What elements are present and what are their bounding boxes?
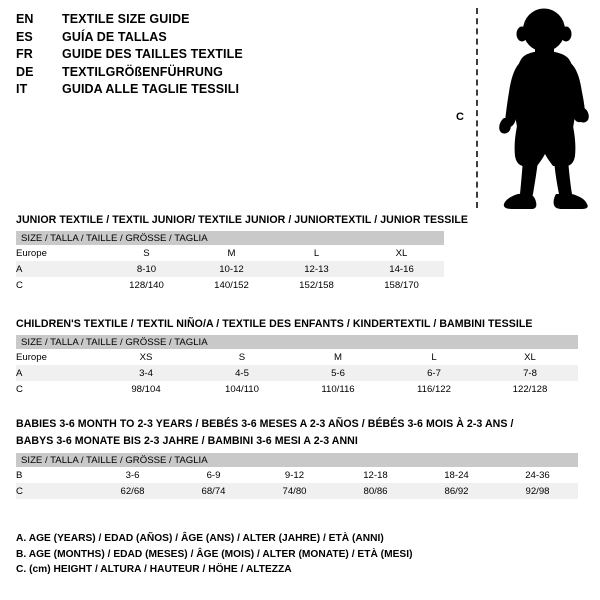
language-row-fr: FR GUIDE DES TAILLES TEXTILE: [16, 47, 416, 65]
table-cell: 9-12: [254, 467, 335, 483]
section-babies-textile: BABIES 3-6 MONTH TO 2-3 YEARS / BEBÉS 3-…: [16, 418, 578, 499]
section-title-babies-line2: BABYS 3-6 MONATE BIS 2-3 JAHRE / BAMBINI…: [16, 435, 358, 447]
height-dashed-line: [476, 8, 478, 208]
table-row: Europe XS S M L XL: [16, 349, 578, 365]
table-cell: 6-9: [173, 467, 254, 483]
language-row-it: IT GUIDA ALLE TAGLIE TESSILI: [16, 82, 416, 100]
row-label: C: [16, 483, 92, 499]
table-cell: 122/128: [482, 381, 578, 397]
language-title-block: EN TEXTILE SIZE GUIDE ES GUÍA DE TALLAS …: [16, 12, 416, 100]
table-cell: 3-6: [92, 467, 173, 483]
table-cell: 4-5: [194, 365, 290, 381]
table-band-row: SIZE / TALLA / TAILLE / GRÖSSE / TAGLIA: [16, 335, 578, 349]
language-title-es: GUÍA DE TALLAS: [62, 29, 167, 44]
legend-line-b: B. AGE (MONTHS) / EDAD (MESES) / ÂGE (MO…: [16, 548, 413, 560]
language-code-it: IT: [16, 82, 28, 96]
table-cell: 98/104: [98, 381, 194, 397]
table-row: A 8-10 10-12 12-13 14-16: [16, 261, 445, 277]
table-cell: L: [386, 349, 482, 365]
table-cell: 7-8: [482, 365, 578, 381]
table-cell: XS: [98, 349, 194, 365]
band-label-children: SIZE / TALLA / TAILLE / GRÖSSE / TAGLIA: [16, 335, 578, 349]
language-title-de: TEXTILGRÖßENFÜHRUNG: [62, 64, 223, 79]
toddler-silhouette-icon: [499, 8, 589, 209]
section-children-textile: CHILDREN'S TEXTILE / TEXTIL NIÑO/A / TEX…: [16, 318, 578, 397]
legend-line-c: C. (cm) HEIGHT / ALTURA / HAUTEUR / HÖHE…: [16, 564, 292, 575]
table-cell: 152/158: [274, 277, 359, 293]
language-code-es: ES: [16, 29, 33, 44]
height-measurement-figure: C: [440, 6, 600, 211]
table-row: C 128/140 140/152 152/158 158/170: [16, 277, 445, 293]
table-children-textile: SIZE / TALLA / TAILLE / GRÖSSE / TAGLIA …: [16, 335, 578, 397]
row-label: B: [16, 467, 92, 483]
table-cell: 140/152: [189, 277, 274, 293]
table-cell: L: [274, 245, 359, 261]
language-title-it: GUIDA ALLE TAGLIE TESSILI: [62, 82, 240, 96]
table-band-row: SIZE / TALLA / TAILLE / GRÖSSE / TAGLIA: [16, 453, 578, 467]
section-title-children: CHILDREN'S TEXTILE / TEXTIL NIÑO/A / TEX…: [16, 318, 533, 330]
section-title-junior: JUNIOR TEXTILE / TEXTIL JUNIOR/ TEXTILE …: [16, 214, 469, 226]
section-title-babies-line1: BABIES 3-6 MONTH TO 2-3 YEARS / BEBÉS 3-…: [16, 418, 514, 430]
table-cell: 128/140: [104, 277, 189, 293]
table-cell: 24-36: [497, 467, 578, 483]
language-code-de: DE: [16, 64, 34, 79]
table-cell: 12-13: [274, 261, 359, 277]
table-cell: 86/92: [416, 483, 497, 499]
table-babies-textile: SIZE / TALLA / TAILLE / GRÖSSE / TAGLIA …: [16, 453, 578, 499]
legend-line-a: A. AGE (YEARS) / EDAD (AÑOS) / ÂGE (ANS)…: [16, 533, 384, 544]
language-row-en: EN TEXTILE SIZE GUIDE: [16, 12, 416, 30]
table-cell: S: [104, 245, 189, 261]
row-label: A: [16, 261, 104, 277]
table-cell: 8-10: [104, 261, 189, 277]
table-cell: 10-12: [189, 261, 274, 277]
section-junior-textile: JUNIOR TEXTILE / TEXTIL JUNIOR/ TEXTILE …: [16, 214, 469, 293]
table-cell: 14-16: [359, 261, 445, 277]
table-row: C 62/68 68/74 74/80 80/86 86/92 92/98: [16, 483, 578, 499]
table-cell: 104/110: [194, 381, 290, 397]
table-cell: S: [194, 349, 290, 365]
table-row: A 3-4 4-5 5-6 6-7 7-8: [16, 365, 578, 381]
table-cell: M: [290, 349, 386, 365]
table-cell: XL: [359, 245, 445, 261]
band-label-junior: SIZE / TALLA / TAILLE / GRÖSSE / TAGLIA: [16, 231, 445, 245]
language-code-fr: FR: [16, 47, 33, 61]
table-cell: 6-7: [386, 365, 482, 381]
table-cell: 116/122: [386, 381, 482, 397]
row-label: Europe: [16, 349, 98, 365]
table-junior-textile: SIZE / TALLA / TAILLE / GRÖSSE / TAGLIA …: [16, 231, 445, 293]
row-label: A: [16, 365, 98, 381]
table-cell: M: [189, 245, 274, 261]
language-title-en: TEXTILE SIZE GUIDE: [62, 12, 190, 26]
table-cell: 12-18: [335, 467, 416, 483]
table-cell: 3-4: [98, 365, 194, 381]
table-row: Europe S M L XL: [16, 245, 445, 261]
table-cell: 92/98: [497, 483, 578, 499]
language-code-en: EN: [16, 12, 34, 26]
table-row: C 98/104 104/110 110/116 116/122 122/128: [16, 381, 578, 397]
table-cell: 62/68: [92, 483, 173, 499]
row-label: C: [16, 381, 98, 397]
table-cell: 110/116: [290, 381, 386, 397]
table-cell: 80/86: [335, 483, 416, 499]
table-cell: 18-24: [416, 467, 497, 483]
language-row-es: ES GUÍA DE TALLAS: [16, 30, 416, 48]
height-marker-label: C: [456, 111, 464, 123]
table-cell: 5-6: [290, 365, 386, 381]
table-cell: 68/74: [173, 483, 254, 499]
row-label: C: [16, 277, 104, 293]
language-row-de: DE TEXTILGRÖßENFÜHRUNG: [16, 65, 416, 83]
table-band-row: SIZE / TALLA / TAILLE / GRÖSSE / TAGLIA: [16, 231, 445, 245]
row-label: Europe: [16, 245, 104, 261]
language-title-fr: GUIDE DES TAILLES TEXTILE: [62, 47, 243, 61]
table-row: B 3-6 6-9 9-12 12-18 18-24 24-36: [16, 467, 578, 483]
table-cell: 158/170: [359, 277, 445, 293]
band-label-babies: SIZE / TALLA / TAILLE / GRÖSSE / TAGLIA: [16, 453, 578, 467]
legend-block: A. AGE (YEARS) / EDAD (AÑOS) / ÂGE (ANS)…: [16, 531, 536, 578]
table-cell: 74/80: [254, 483, 335, 499]
table-cell: XL: [482, 349, 578, 365]
